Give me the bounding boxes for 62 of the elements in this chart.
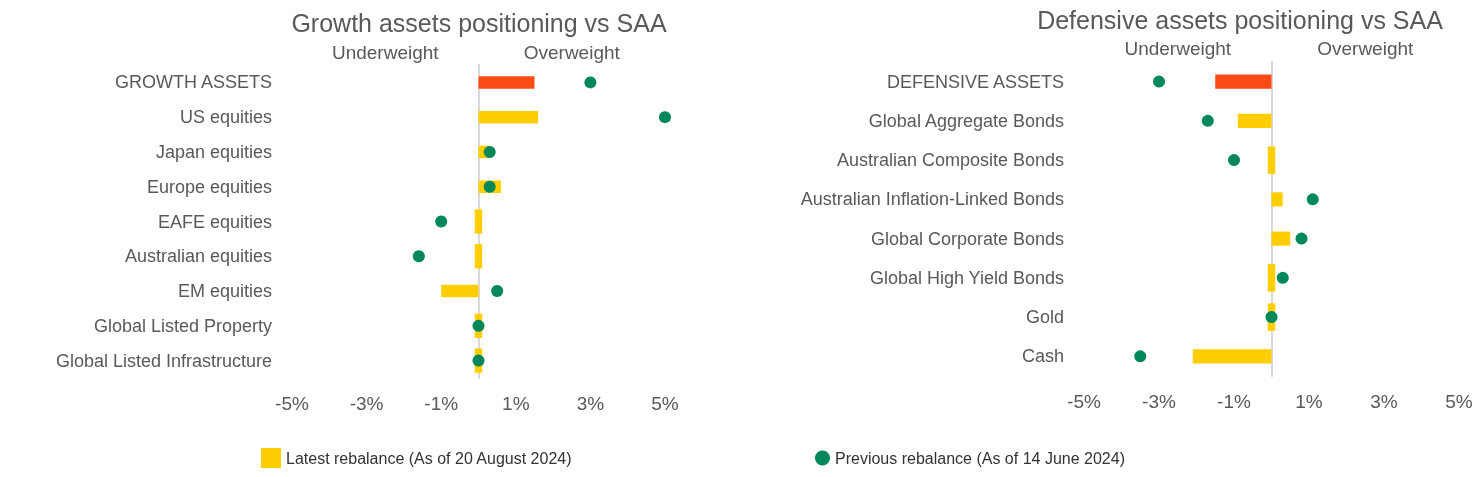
point [659, 111, 671, 124]
bar [1215, 74, 1272, 89]
bar [1237, 113, 1272, 128]
y-tick-label: EM equities [177, 281, 272, 302]
x-tick-label: 3% [576, 393, 605, 414]
point [1306, 193, 1319, 206]
x-tick-label: -5% [275, 393, 309, 414]
y-tick-label: Global Listed Property [93, 315, 272, 336]
x-tick-label: -5% [1067, 391, 1101, 412]
text: Underweight [1124, 37, 1232, 59]
y-tick-label: Australian equities [124, 246, 272, 267]
chart-title: Growth assets positioning vs SAA [291, 8, 667, 37]
point [584, 76, 597, 89]
point [491, 285, 504, 298]
y-tick-label: EAFE equities [157, 211, 272, 232]
x-tick-label: -1% [424, 393, 459, 414]
text: Underweight [331, 41, 440, 63]
y-tick-label: Cash [1021, 346, 1064, 367]
point [412, 250, 425, 263]
y-tick-label: US equities [179, 107, 272, 128]
bar [478, 110, 539, 124]
y-tick-label: Australian Composite Bonds [836, 150, 1064, 171]
x-tick-label: 5% [1445, 391, 1473, 412]
point [1295, 232, 1308, 245]
y-tick-label: DEFENSIVE ASSETS [886, 71, 1064, 92]
point [1134, 350, 1147, 363]
x-tick-label: -3% [349, 393, 384, 414]
legend-label: Latest rebalance (As of 20 August 2024) [286, 449, 572, 467]
y-tick-label: Global Corporate Bonds [870, 228, 1064, 249]
point [1265, 311, 1278, 324]
bar [478, 76, 535, 89]
y-tick-label: Global High Yield Bonds [869, 267, 1064, 288]
y-tick-label: Japan equities [155, 141, 272, 162]
point [1276, 271, 1289, 284]
point [472, 354, 485, 367]
point [483, 180, 496, 193]
bar [1192, 349, 1272, 364]
point [472, 319, 485, 332]
y-tick-label: GROWTH ASSETS [114, 72, 272, 93]
x-tick-label: 3% [1370, 391, 1398, 412]
x-tick-label: 1% [1295, 391, 1323, 412]
y-tick-label: Australian Inflation-Linked Bonds [800, 189, 1064, 210]
point [1153, 75, 1165, 88]
x-tick-label: 5% [651, 393, 679, 414]
y-tick-label: Global Listed Infrastructure [55, 350, 272, 371]
text: Overweight [1317, 37, 1415, 59]
point [1228, 154, 1240, 167]
point [483, 145, 496, 158]
bar [1271, 192, 1283, 207]
legend-label: Previous rebalance (As of 14 June 2024) [835, 449, 1125, 467]
bar [1271, 231, 1291, 246]
y-tick-label: Europe equities [146, 176, 272, 197]
x-tick-label: -3% [1142, 391, 1176, 412]
x-tick-label: -1% [1217, 391, 1251, 412]
chart-title: Defensive assets positioning vs SAA [1037, 5, 1444, 34]
point [1201, 114, 1214, 127]
y-tick-label: Global Aggregate Bonds [868, 110, 1064, 131]
text: Overweight [523, 41, 621, 63]
x-tick-label: 1% [502, 393, 530, 414]
point [435, 215, 448, 228]
y-tick-label: Gold [1025, 307, 1064, 328]
bar [441, 284, 479, 298]
